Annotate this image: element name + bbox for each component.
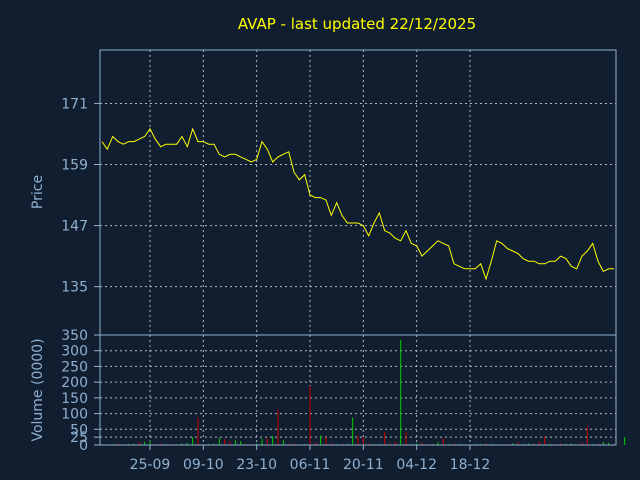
x-tick-label: 18-12 bbox=[450, 457, 491, 473]
volume-axis-label: Volume (0000) bbox=[30, 338, 46, 441]
volume-y-tick-label: 0 bbox=[79, 438, 88, 454]
volume-y-tick-label: 250 bbox=[61, 359, 88, 375]
chart-title: AVAP - last updated 22/12/2025 bbox=[238, 15, 476, 33]
volume-y-tick-label: 150 bbox=[61, 391, 88, 407]
price-axis-label: Price bbox=[30, 175, 46, 209]
volume-bars bbox=[101, 339, 626, 445]
volume-y-tick-label: 350 bbox=[61, 328, 88, 344]
price-y-tick-label: 159 bbox=[61, 158, 88, 174]
price-grid bbox=[94, 50, 616, 335]
x-tick-labels: 25-09 09-10 23-10 06-11 20-11 04-12 18-12 bbox=[130, 445, 491, 473]
price-series-line bbox=[101, 127, 614, 281]
x-tick-label: 04-12 bbox=[396, 457, 437, 473]
volume-y-tick-label: 50 bbox=[70, 422, 88, 438]
x-tick-label: 09-10 bbox=[183, 457, 224, 473]
x-tick-label: 23-10 bbox=[236, 457, 277, 473]
price-y-tick-labels: 135 147 159 171 bbox=[61, 96, 88, 295]
x-tick-label: 25-09 bbox=[130, 457, 171, 473]
volume-y-tick-label: 100 bbox=[61, 407, 88, 423]
price-y-tick-label: 171 bbox=[61, 96, 88, 112]
price-y-tick-label: 147 bbox=[61, 219, 88, 235]
volume-y-tick-label: 300 bbox=[61, 344, 88, 360]
price-panel-frame bbox=[99, 49, 617, 336]
volume-grid bbox=[94, 334, 616, 446]
volume-y-tick-label: 25 bbox=[70, 430, 88, 446]
x-tick-label: 06-11 bbox=[290, 457, 331, 473]
price-y-tick-label: 135 bbox=[61, 280, 88, 296]
volume-panel-frame bbox=[99, 334, 617, 446]
x-tick-label: 20-11 bbox=[343, 457, 384, 473]
volume-y-tick-label: 200 bbox=[61, 375, 88, 391]
